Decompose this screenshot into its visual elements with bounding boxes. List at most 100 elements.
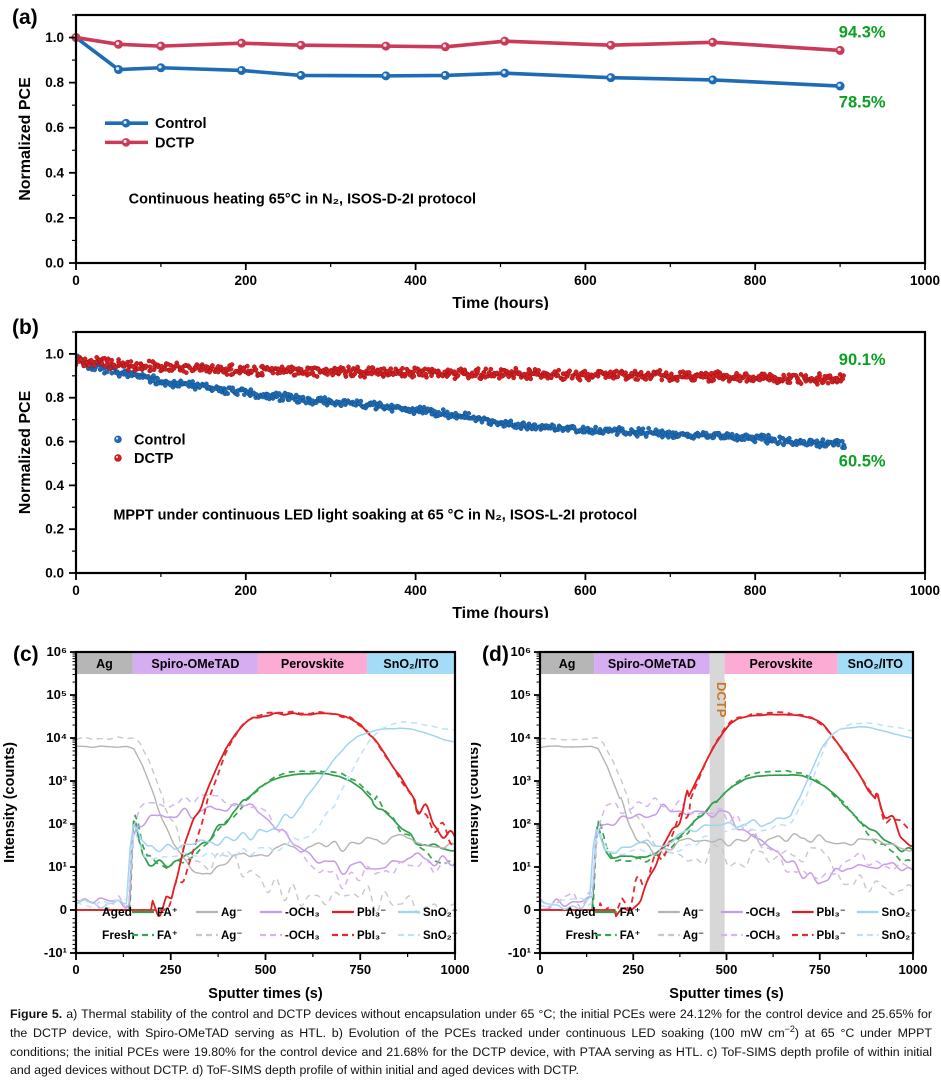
y-tick-label: 0.6 — [45, 434, 64, 449]
scatter-point — [244, 363, 250, 369]
scatter-point — [831, 442, 837, 448]
marker-highlight — [608, 75, 612, 79]
x-tick-label: 500 — [716, 962, 738, 977]
scatter-point — [521, 422, 527, 427]
legend-species-label: Ag⁻ — [683, 930, 704, 942]
y-tick-label: 10⁵ — [510, 687, 531, 702]
protocol-note: MPPT under continuous LED light soaking … — [113, 507, 637, 523]
scatter-point — [411, 373, 417, 379]
scatter-point — [99, 361, 105, 366]
marker-highlight — [158, 65, 162, 69]
scatter-point — [638, 369, 644, 375]
legend-species-label: Ag⁻ — [683, 907, 704, 919]
marker-highlight — [123, 120, 127, 124]
panel-letter-a: (a) — [12, 6, 38, 29]
marker-highlight — [158, 43, 162, 47]
layer-band-spiro-ometad — [594, 652, 710, 674]
scatter-point — [798, 381, 804, 386]
legend-row-label: Aged — [102, 905, 132, 919]
scatter-point — [634, 433, 640, 439]
series-line — [75, 35, 841, 53]
y-tick-label: 0.2 — [45, 522, 64, 537]
y-tick-label: 0.0 — [45, 566, 64, 581]
scatter-point — [133, 362, 139, 368]
scatter-point — [259, 370, 265, 376]
panel-letter-d: (d) — [482, 643, 509, 666]
layer-band-ag — [76, 652, 133, 674]
legend-item-dctp: DCTP — [114, 451, 174, 467]
legend-item-control: Control — [114, 432, 186, 448]
scatter-point — [496, 375, 502, 381]
curve-OCH-fresh — [540, 797, 913, 909]
scatter-point — [615, 374, 621, 380]
curve-Ag-fresh — [76, 736, 455, 918]
scatter-point — [815, 381, 820, 387]
scatter-point — [663, 370, 669, 375]
layer-band-perovskite — [724, 652, 838, 674]
x-tick-label: 750 — [349, 962, 371, 977]
scatter-point — [569, 375, 575, 381]
legend-species-label: PbI₃⁻ — [817, 907, 846, 919]
scatter-point — [400, 365, 405, 371]
legend-label: Control — [155, 116, 207, 132]
curve-OCH-aged — [76, 802, 455, 909]
x-tick-label: 0 — [72, 273, 80, 288]
panel-b-chart: 0 200 400 600 800 1000 0.0 0.2 0.4 0.6 0.8 1.0 Time … — [17, 330, 940, 618]
panel-letter-c: (c) — [13, 643, 39, 666]
axes: 0 200 400 600 800 1000 0.0 0.2 0.4 0.6 0.8 1.0 Time … — [17, 330, 940, 618]
scatter-point — [752, 439, 758, 445]
axes: 0 250 500 750 1000 10⁶ 10⁵ 10⁴ 10³ 10² 10¹ 0 -10¹ Spu… — [471, 644, 927, 1002]
y-tick-label: 0.0 — [45, 256, 64, 271]
x-tick-label: 1000 — [899, 962, 928, 977]
caption-label: Figure 5. — [10, 1007, 63, 1021]
scatter-point — [225, 391, 231, 396]
scatter-point — [466, 411, 472, 416]
scatter-point — [297, 398, 303, 404]
plot-frame — [74, 13, 927, 265]
scatter-point — [248, 387, 254, 392]
legend-species-label: SnO₂⁻ — [882, 907, 917, 919]
x-tick-label: 750 — [809, 962, 831, 977]
marker-highlight — [442, 44, 447, 48]
x-tick-label: 200 — [235, 273, 258, 288]
curve-PbI-fresh — [540, 711, 913, 914]
layer-band-label: Ag — [559, 657, 576, 671]
y-tick-label: 0 — [524, 902, 531, 917]
scatter-point — [777, 439, 782, 445]
plot-inner: Ag Spiro-OMeTAD Perovskite SnO₂/ITO — [76, 652, 455, 918]
legend-species-label: FA⁺ — [157, 930, 178, 942]
layer-band-label: SnO₂/ITO — [848, 657, 904, 671]
dctp-label: DCTP — [714, 682, 729, 718]
x-tick-label: 600 — [574, 273, 597, 288]
scatter-point — [109, 357, 115, 363]
scatter-point — [571, 424, 577, 430]
layer-band-label: SnO₂/ITO — [383, 657, 439, 671]
legend-species-label: FA⁺ — [620, 907, 641, 919]
scatter-point — [475, 366, 481, 371]
plot-frame — [74, 650, 457, 955]
curve-SnO-fresh — [76, 721, 455, 909]
scatter-point — [524, 426, 530, 432]
x-axis-label: Time (hours) — [452, 605, 549, 618]
legend-species-label: PbI₃⁻ — [817, 930, 846, 942]
curve-SnO-aged — [76, 727, 455, 909]
scatter-point — [640, 426, 646, 432]
legend-species-label: FA⁺ — [620, 930, 641, 942]
scatter-point — [423, 371, 429, 377]
x-axis-label: Time (hours) — [452, 295, 549, 310]
scatter-point — [781, 372, 786, 378]
scatter-point — [786, 435, 792, 441]
scatter-point — [210, 363, 215, 368]
curve-Ag-aged — [540, 745, 913, 856]
marker-highlight — [238, 67, 243, 72]
scatter-point — [228, 366, 234, 372]
curve-PbI-fresh — [76, 710, 455, 911]
x-axis-label: Sputter times (s) — [669, 986, 784, 1002]
scatter-point — [798, 372, 804, 377]
scatter-point — [280, 395, 286, 401]
curves-layer — [76, 710, 455, 918]
layer-band-label: Perovskite — [750, 657, 813, 671]
protocol-note: Continuous heating 65°C in N₂, ISOS-D-2I… — [129, 191, 476, 207]
curve-FA-fresh — [76, 770, 455, 911]
layer-band-label: Spiro-OMeTAD — [151, 657, 239, 671]
